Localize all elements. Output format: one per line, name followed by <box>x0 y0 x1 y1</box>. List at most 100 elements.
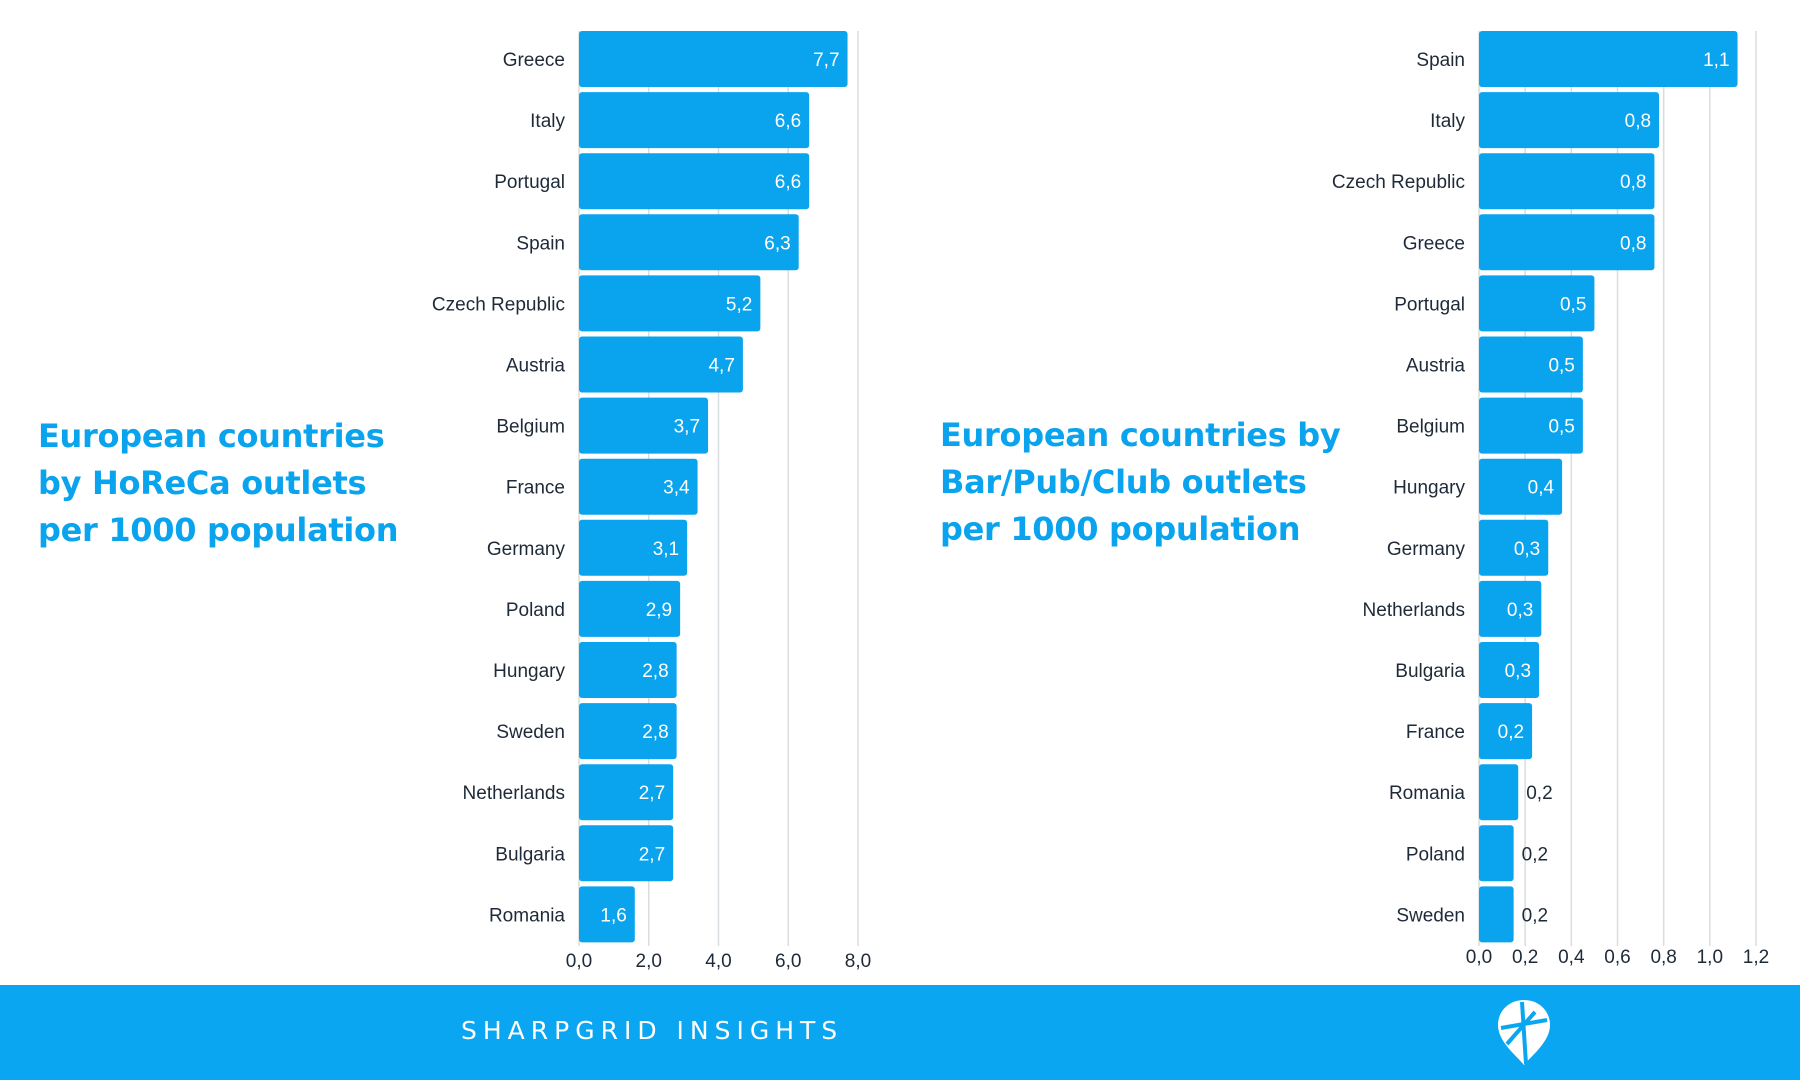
data-label: 2,7 <box>639 844 665 865</box>
category-label: Sweden <box>496 722 565 743</box>
category-label: Belgium <box>1396 417 1465 438</box>
bar-italy <box>579 92 810 149</box>
category-label: Greece <box>503 50 565 71</box>
category-label: Poland <box>1406 844 1465 865</box>
bar-sweden <box>1479 886 1514 943</box>
data-label: 6,3 <box>764 233 790 254</box>
bar-france <box>1479 703 1533 760</box>
chart-title-horeca: European countries by HoReCa outlets per… <box>38 413 418 554</box>
bar-germany <box>579 519 688 576</box>
data-label: 0,3 <box>1505 661 1531 682</box>
category-label: Hungary <box>493 661 565 682</box>
category-label: Austria <box>506 356 566 377</box>
data-label: 0,5 <box>1548 356 1574 377</box>
data-label: 0,8 <box>1620 172 1646 193</box>
category-label: Czech Republic <box>432 294 565 315</box>
bar-romania <box>1479 764 1519 821</box>
data-label: 3,7 <box>674 417 700 438</box>
data-label: 0,8 <box>1625 111 1651 132</box>
map-pin-grid-icon <box>1498 1000 1550 1065</box>
data-label: 0,5 <box>1560 294 1586 315</box>
category-label: Hungary <box>1393 478 1465 499</box>
category-label: Portugal <box>494 172 565 193</box>
category-label: Italy <box>530 111 565 132</box>
x-tick-label: 0,2 <box>1512 947 1538 968</box>
data-label: 1,1 <box>1703 50 1729 71</box>
bar-bulgaria <box>579 825 674 882</box>
data-label: 0,2 <box>1522 905 1548 926</box>
bar-czech-republic <box>1479 153 1655 210</box>
bar-hungary <box>1479 458 1563 515</box>
data-label: 0,2 <box>1498 722 1524 743</box>
bar-romania <box>579 886 635 943</box>
bar-poland <box>579 580 681 637</box>
bar-portugal <box>579 153 810 210</box>
data-label: 2,8 <box>642 661 668 682</box>
bar-greece <box>1479 214 1655 271</box>
category-label: Romania <box>1389 783 1465 804</box>
x-tick-label: 0,4 <box>1558 947 1585 968</box>
title-line: European countries by <box>940 416 1341 454</box>
data-label: 0,3 <box>1514 539 1540 560</box>
bar-portugal <box>1479 275 1595 332</box>
bar-poland <box>1479 825 1514 882</box>
category-label: Germany <box>1387 539 1466 560</box>
data-label: 6,6 <box>775 111 801 132</box>
bar-sweden <box>579 703 677 760</box>
data-label: 4,7 <box>708 356 734 377</box>
x-tick-label: 0,8 <box>1650 947 1676 968</box>
bar-greece <box>579 31 848 87</box>
category-label: Czech Republic <box>1332 172 1465 193</box>
data-label: 5,2 <box>726 294 752 315</box>
x-tick-label: 0,6 <box>1604 947 1630 968</box>
category-label: Bulgaria <box>495 844 565 865</box>
bar-belgium <box>1479 397 1583 454</box>
bar-czech-republic <box>579 275 761 332</box>
data-label: 0,8 <box>1620 233 1646 254</box>
bar-austria <box>1479 336 1583 393</box>
category-label: Netherlands <box>1363 600 1465 621</box>
category-label: Spain <box>516 233 565 254</box>
bar-spain <box>579 214 799 271</box>
data-label: 0,5 <box>1548 417 1574 438</box>
title-line: by HoReCa outlets <box>38 464 367 502</box>
data-label: 2,9 <box>646 600 672 621</box>
data-label: 0,4 <box>1528 478 1555 499</box>
bar-bulgaria <box>1479 642 1540 698</box>
x-tick-label: 2,0 <box>636 951 662 972</box>
data-label: 0,3 <box>1507 600 1533 621</box>
title-line: per 1000 population <box>940 510 1301 548</box>
category-label: Austria <box>1406 356 1466 377</box>
category-label: Greece <box>1403 233 1465 254</box>
title-line: per 1000 population <box>38 511 399 549</box>
category-label: Romania <box>489 905 565 926</box>
category-label: Sweden <box>1396 905 1465 926</box>
bar-spain <box>1479 31 1738 87</box>
bar-germany <box>1479 519 1549 576</box>
data-label: 0,2 <box>1526 783 1552 804</box>
category-label: France <box>1406 722 1465 743</box>
chart-title-bar-pub-club: European countries by Bar/Pub/Club outle… <box>940 412 1350 553</box>
data-label: 1,6 <box>600 905 626 926</box>
x-tick-label: 8,0 <box>845 951 871 972</box>
category-label: Bulgaria <box>1395 661 1465 682</box>
category-label: Spain <box>1416 50 1465 71</box>
title-line: European countries <box>38 417 385 455</box>
bar-netherlands <box>1479 580 1542 637</box>
category-label: Italy <box>1430 111 1465 132</box>
category-label: Portugal <box>1394 294 1465 315</box>
bar-netherlands <box>579 764 674 821</box>
data-label: 6,6 <box>775 172 801 193</box>
bar-italy <box>1479 92 1660 149</box>
bar-austria <box>579 336 743 393</box>
data-label: 7,7 <box>813 50 839 71</box>
brand-name: SHARPGRID INSIGHTS <box>461 1016 844 1045</box>
category-label: Germany <box>487 539 566 560</box>
category-label: Netherlands <box>463 783 565 804</box>
bar-france <box>579 458 698 515</box>
category-label: Belgium <box>496 417 565 438</box>
data-label: 2,7 <box>639 783 665 804</box>
x-tick-label: 0,0 <box>566 951 592 972</box>
category-label: France <box>506 478 565 499</box>
